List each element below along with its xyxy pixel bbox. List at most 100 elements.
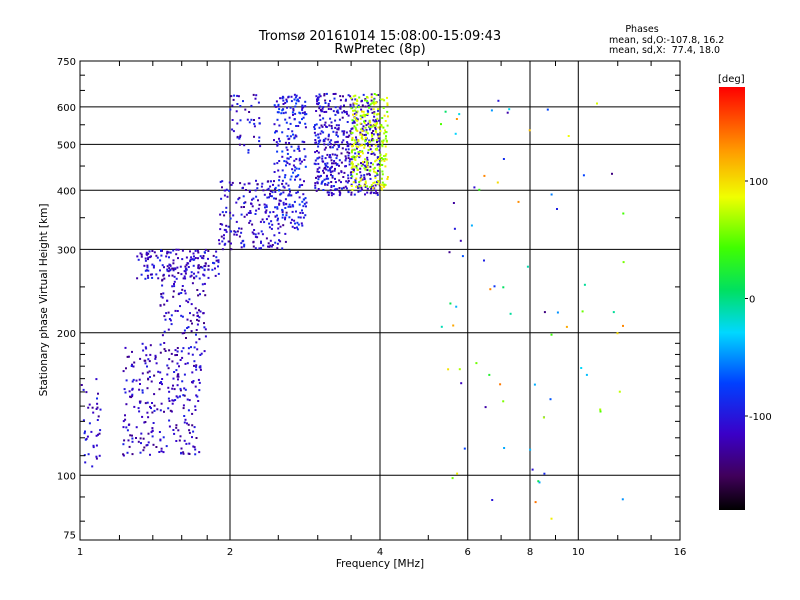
data-point [329, 117, 332, 120]
data-point [185, 263, 188, 266]
data-point [160, 249, 162, 252]
data-point [187, 301, 190, 304]
data-point [82, 388, 85, 391]
data-point [175, 253, 178, 256]
data-point [368, 119, 371, 122]
data-point [381, 177, 383, 180]
data-point [332, 93, 335, 95]
data-point [347, 148, 350, 151]
data-point [329, 189, 332, 192]
data-point [159, 259, 162, 262]
data-point [286, 152, 289, 155]
data-point [341, 147, 344, 150]
data-point [285, 202, 288, 205]
data-point [180, 273, 183, 276]
data-point [179, 395, 181, 398]
data-point [231, 104, 234, 107]
x-tick-label: 16 [674, 547, 687, 558]
data-point [386, 124, 389, 127]
data-point [336, 148, 339, 151]
data-point [270, 180, 272, 183]
data-point [366, 187, 369, 190]
data-point [254, 189, 257, 192]
data-point [460, 382, 463, 385]
data-point [342, 176, 345, 178]
data-point [130, 365, 133, 367]
data-point [327, 138, 330, 141]
data-point [483, 174, 486, 177]
data-point [171, 399, 174, 402]
data-point [240, 246, 243, 249]
data-point [214, 267, 216, 270]
data-point [250, 104, 253, 107]
data-point [253, 122, 256, 125]
data-point [221, 248, 224, 251]
data-point [125, 379, 128, 382]
data-point [139, 252, 142, 255]
data-point [203, 269, 206, 272]
data-point [386, 178, 389, 180]
data-point [154, 356, 157, 359]
data-point [266, 188, 269, 191]
data-point [179, 359, 182, 361]
data-point [191, 436, 193, 439]
data-point [240, 213, 243, 216]
y-tick-label: 75 [63, 530, 76, 541]
data-point [327, 194, 330, 196]
data-point [347, 157, 350, 160]
data-point [238, 196, 241, 199]
data-point [348, 163, 351, 166]
data-point [377, 163, 380, 166]
data-point [325, 110, 328, 113]
data-point [184, 388, 187, 391]
data-point [338, 194, 341, 197]
data-point [356, 118, 359, 121]
data-point [286, 100, 288, 103]
data-point [194, 453, 197, 456]
data-point [322, 106, 325, 108]
data-point [247, 151, 250, 154]
data-point [135, 379, 138, 382]
data-point [369, 186, 372, 188]
data-point [321, 180, 324, 183]
data-point [278, 179, 281, 182]
data-point [378, 168, 381, 171]
data-point [198, 316, 201, 319]
data-point [375, 118, 378, 121]
data-point [323, 140, 326, 143]
data-point [349, 143, 352, 146]
data-point [219, 213, 222, 216]
data-point [197, 257, 199, 260]
data-point [370, 187, 373, 190]
data-point [155, 254, 158, 257]
data-point [203, 350, 206, 353]
data-point [298, 96, 301, 99]
data-point [291, 218, 293, 221]
data-point [229, 211, 232, 214]
data-point [323, 178, 326, 181]
data-point [334, 177, 336, 180]
data-point [281, 182, 284, 185]
data-point [375, 113, 378, 116]
data-point [142, 449, 145, 452]
data-point [183, 387, 186, 390]
data-point [180, 314, 183, 317]
data-point [265, 237, 268, 240]
data-point [288, 188, 291, 191]
data-point [258, 247, 261, 250]
data-point [147, 252, 150, 255]
data-point [274, 131, 276, 134]
data-point [370, 153, 373, 155]
data-point [384, 129, 386, 132]
data-point [319, 105, 322, 108]
data-point [361, 110, 363, 113]
data-point [298, 149, 301, 152]
data-point [361, 104, 364, 107]
data-point [381, 170, 384, 173]
data-point [173, 432, 176, 435]
data-point [153, 393, 156, 396]
data-point [197, 400, 200, 402]
data-point [159, 343, 162, 346]
data-point [221, 180, 224, 183]
data-point [355, 102, 358, 105]
